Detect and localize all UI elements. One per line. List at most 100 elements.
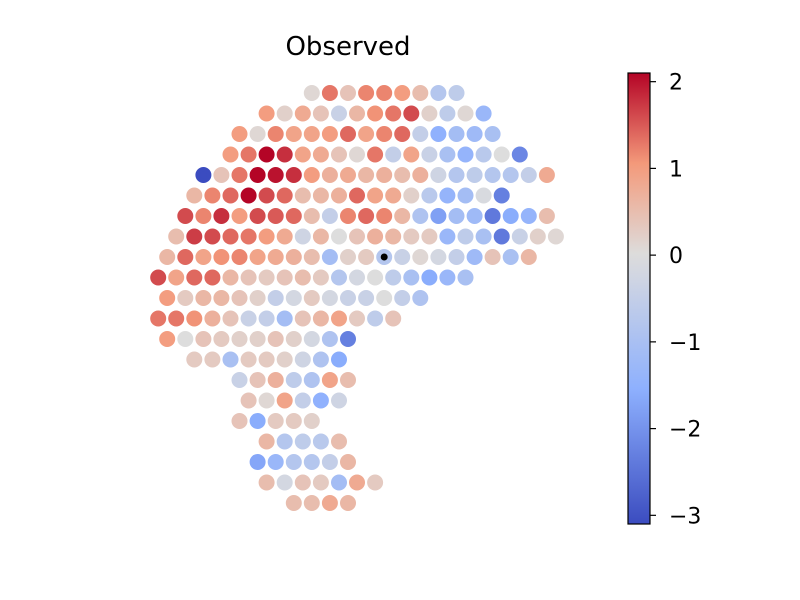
spot — [412, 167, 429, 183]
spot — [457, 105, 474, 122]
spot — [340, 126, 356, 142]
spot — [358, 126, 375, 142]
spot — [249, 290, 266, 306]
spot-marker — [199, 171, 207, 179]
spot — [195, 249, 212, 265]
colorbar-tick-label: 0 — [669, 244, 683, 269]
spot — [321, 331, 338, 347]
spot — [168, 310, 185, 327]
spot — [240, 146, 257, 163]
spot — [204, 269, 221, 286]
spot — [331, 105, 347, 122]
spot — [520, 208, 537, 224]
spot — [204, 187, 221, 204]
spot — [294, 351, 311, 368]
spot — [240, 187, 257, 204]
spot — [349, 310, 365, 327]
spot — [331, 146, 347, 163]
spot — [321, 495, 338, 511]
spot — [231, 372, 248, 388]
spot — [547, 228, 564, 245]
spot — [312, 392, 329, 409]
spot — [258, 187, 275, 204]
spot — [168, 228, 185, 245]
spot — [249, 413, 266, 429]
spot — [439, 228, 456, 245]
spot — [321, 372, 338, 388]
spot — [312, 269, 329, 286]
spot — [267, 126, 284, 142]
spot — [484, 126, 501, 142]
spot — [204, 351, 221, 368]
spot — [331, 474, 347, 491]
spot — [303, 249, 320, 265]
spot — [412, 85, 429, 101]
spot — [222, 269, 239, 286]
spot — [484, 208, 501, 224]
spot — [159, 249, 176, 265]
spot — [376, 208, 393, 224]
spot — [249, 331, 266, 347]
spot — [340, 495, 356, 511]
spot — [186, 351, 203, 368]
spot — [276, 392, 293, 409]
spot — [430, 85, 447, 101]
spot — [448, 85, 465, 101]
spot — [204, 310, 221, 327]
spot — [249, 167, 266, 183]
spot — [303, 454, 320, 470]
spot — [231, 249, 248, 265]
spot — [466, 249, 483, 265]
spot — [294, 187, 311, 204]
spot — [493, 228, 510, 245]
colorbar-frame — [627, 72, 651, 525]
spot — [466, 208, 483, 224]
spot — [258, 433, 275, 450]
spot — [258, 310, 275, 327]
spot — [493, 146, 510, 163]
spot — [276, 351, 293, 368]
spot — [294, 105, 311, 122]
spot — [340, 454, 356, 470]
spot — [511, 228, 528, 245]
spot — [340, 208, 356, 224]
spot — [448, 167, 465, 183]
spot — [367, 228, 384, 245]
spot — [466, 126, 483, 142]
spot — [213, 167, 230, 183]
spot — [376, 290, 393, 306]
spot — [231, 290, 248, 306]
spot — [258, 351, 275, 368]
spot — [430, 208, 447, 224]
spot — [195, 290, 212, 306]
spot — [466, 167, 483, 183]
spot — [475, 187, 492, 204]
spot-marker — [380, 253, 388, 261]
spot — [475, 105, 492, 122]
spot — [385, 187, 402, 204]
spot — [520, 167, 537, 183]
spot — [303, 290, 320, 306]
spot — [276, 187, 293, 204]
spot — [394, 290, 411, 306]
spot — [294, 433, 311, 450]
colorbar-ticks: 2 1 0 −1 −2 −3 — [650, 71, 701, 529]
colorbar-tick-label: −2 — [669, 418, 701, 443]
spot — [376, 85, 393, 101]
spot — [421, 105, 438, 122]
spot — [177, 331, 194, 347]
spot — [475, 146, 492, 163]
spot — [222, 228, 239, 245]
spot — [276, 310, 293, 327]
spot — [195, 208, 212, 224]
spot-scatter — [150, 85, 564, 511]
spot — [294, 146, 311, 163]
spot — [303, 495, 320, 511]
spot — [240, 392, 257, 409]
colorbar-fill — [628, 73, 650, 524]
spot — [303, 85, 320, 101]
spot — [331, 269, 347, 286]
colorbar-tick-label: 2 — [669, 71, 683, 96]
spot — [186, 187, 203, 204]
spot — [430, 126, 447, 142]
